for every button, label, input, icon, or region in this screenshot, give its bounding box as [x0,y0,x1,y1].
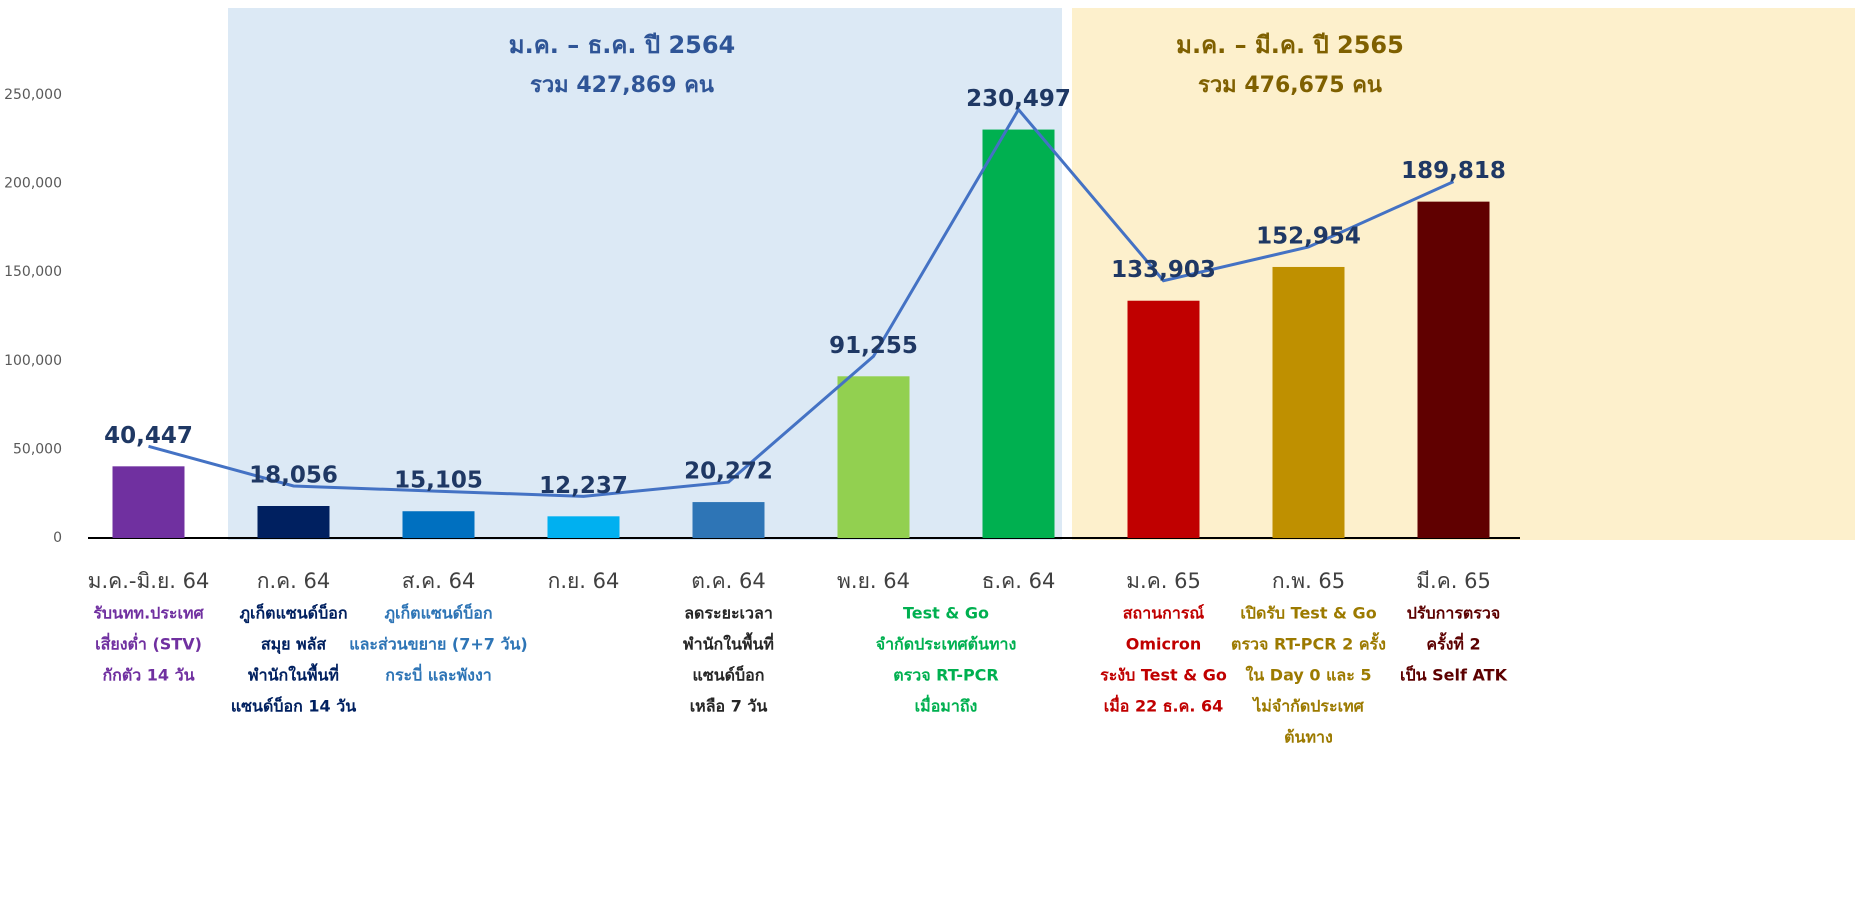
category-description: เปิดรับ Test & Go [1240,604,1376,623]
bar [112,466,185,538]
bar [692,502,765,538]
category-description: เสี่ยงต่ำ (STV) [95,633,202,654]
category-description: ตรวจ RT-PCR 2 ครั้ง [1231,632,1386,654]
category-description: ตรวจ RT-PCR [893,666,999,685]
category-description: แซนด์บ็อก 14 วัน [231,695,356,716]
category-description: เหลือ 7 วัน [690,697,768,716]
category-description: ภูเก็ตแซนด์บ็อก [384,602,492,625]
category-description: กักตัว 14 วัน [102,666,194,685]
period-subtitle: รวม 476,675 คน [1198,73,1382,98]
category-description: พำนักในพื้นที่ [248,663,339,685]
value-label: 91,255 [829,333,918,359]
value-label: 189,818 [1401,158,1506,184]
category-description: จำกัดประเทศต้นทาง [876,635,1017,654]
trend-line [148,106,1455,498]
category-description: รับนทท.ประเทศ [93,604,204,623]
x-tick-label: ต.ค. 64 [691,569,765,593]
category-description: เมื่อ 22 ธ.ค. 64 [1104,695,1224,716]
y-tick-label: 0 [53,530,62,546]
x-tick-label: ธ.ค. 64 [982,569,1056,593]
y-tick-label: 250,000 [4,87,62,103]
category-description: สมุย พลัส [261,635,327,655]
period-title: ม.ค. – มี.ค. ปี 2565 [1176,31,1404,59]
x-tick-label: ก.ย. 64 [548,569,620,593]
category-description: Omicron [1126,635,1202,654]
category-description: สถานการณ์ [1123,604,1205,623]
value-label: 12,237 [539,473,628,499]
y-tick-label: 100,000 [4,353,62,369]
value-label: 230,497 [966,86,1071,112]
value-label: 152,954 [1256,223,1361,249]
category-description: แซนด์บ็อก [693,664,765,685]
value-label: 40,447 [104,423,193,449]
value-label: 18,056 [249,463,338,489]
category-description: ใน Day 0 และ 5 [1245,666,1371,685]
y-tick-label: 50,000 [13,441,62,457]
bar [402,511,475,538]
x-tick-label: ส.ค. 64 [402,569,476,593]
value-label: 20,272 [684,459,773,485]
bar [1272,266,1345,538]
x-tick-label: ม.ค. 65 [1126,569,1201,593]
category-description: เมื่อมาถึง [915,695,978,716]
value-label: 15,105 [394,468,483,494]
y-tick-label: 200,000 [4,176,62,192]
category-description: ต้นทาง [1284,728,1333,747]
category-description: ระงับ Test & Go [1100,666,1227,685]
period-title: ม.ค. – ธ.ค. ปี 2564 [509,31,736,59]
x-tick-label: ก.พ. 65 [1272,569,1345,593]
x-tick-label: ก.ค. 64 [257,569,331,593]
bar [837,376,910,538]
bar [547,516,620,538]
category-description: ปรับการตรวจ [1407,604,1501,623]
x-tick-label: พ.ย. 64 [837,569,910,593]
bar [1417,201,1490,538]
y-tick-label: 150,000 [4,264,62,280]
x-tick-label: ม.ค.-มิ.ย. 64 [88,569,210,593]
category-description: ลดระยะเวลา [684,604,773,623]
bar [257,506,330,538]
category-description: กระบี่ และพังงา [385,664,491,685]
category-description: Test & Go [903,604,989,623]
category-description: ครั้งที่ 2 [1426,632,1480,654]
bar [982,129,1055,538]
category-description: และส่วนขยาย (7+7 วัน) [349,635,527,654]
category-description: เป็น Self ATK [1400,664,1508,685]
category-description: ภูเก็ตแซนด์บ็อก [239,602,347,625]
period-subtitle: รวม 427,869 คน [530,73,714,98]
category-description: พำนักในพื้นที่ [683,632,774,654]
value-label: 133,903 [1111,257,1216,283]
bar [1127,300,1200,538]
x-tick-label: มี.ค. 65 [1416,569,1491,593]
category-description: ไม่จำกัดประเทศ [1251,697,1364,716]
